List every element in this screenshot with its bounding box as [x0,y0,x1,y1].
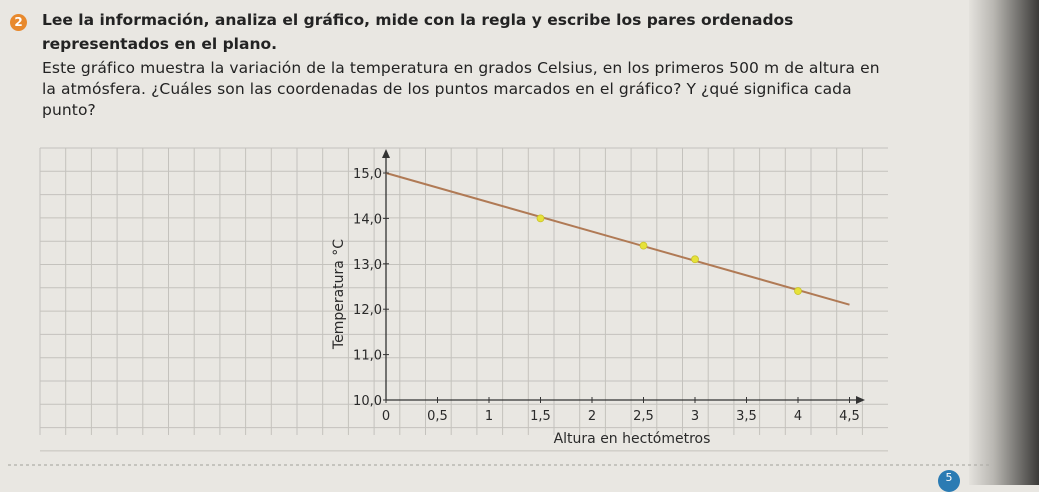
y-tick-label: 12,0 [353,303,382,318]
y-tick-label: 11,0 [353,349,382,364]
x-tick-label: 3 [691,409,699,424]
marked-point [794,287,802,295]
y-tick-label: 13,0 [353,258,382,273]
exercise-number-badge: 2 [10,14,27,31]
page-edge-shadow [969,0,1039,485]
exercise-instruction: Lee la información, analiza el gráfico, … [42,11,794,53]
x-tick-label: 1,5 [530,409,551,424]
x-tick-label: 0 [382,409,390,424]
x-tick-label: 4 [794,409,802,424]
marked-point [536,214,545,223]
x-tick-label: 0,5 [427,409,448,424]
marked-point [691,255,699,264]
x-axis-arrow [856,396,865,404]
y-tick-label: 10,0 [353,394,382,409]
tick-labels: 10,0 11,0 12,0 13,0 14,0 15,0 0 0,5 1 1,5 2 2,5 3 3,5… [353,167,860,424]
y-tick-label: 15,0 [353,167,382,182]
x-tick-label: 2 [588,409,596,424]
x-tick-label: 4,5 [839,409,860,424]
x-tick-label: 1 [485,409,493,424]
page-number: 5 [938,470,960,492]
data-series [385,172,850,306]
exercise-paragraph: Este gráfico muestra la variación de la … [42,59,880,119]
marked-point [639,241,648,250]
y-tick-label: 14,0 [353,212,382,227]
temperature-line [385,172,850,306]
y-axis-label: Temperatura °C [331,239,347,350]
axes [382,149,865,404]
x-axis-label: Altura en hectómetros [554,431,711,447]
y-axis-arrow [382,149,390,158]
x-tick-label: 2,5 [633,409,654,424]
x-tick-label: 3,5 [736,409,757,424]
grid-lines [39,147,888,452]
